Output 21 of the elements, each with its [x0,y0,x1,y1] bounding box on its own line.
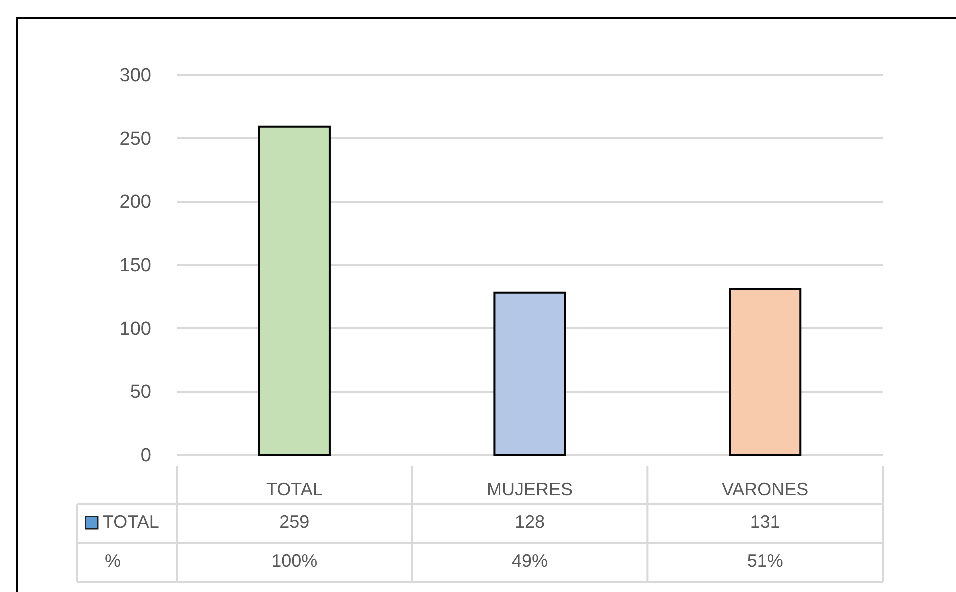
bar [494,292,566,456]
y-tick-label: 250 [120,128,152,150]
y-tick-label: 200 [120,192,152,214]
bar [258,126,331,456]
text: TOTAL [103,512,160,532]
data-label: 131 [750,512,780,532]
text: 51% [747,551,784,571]
y-tick-label: 100 [120,318,152,340]
x-tick-label: MUJERES [486,480,574,500]
data-label: 259 [280,512,310,532]
text: 49% [512,551,548,571]
y-tick-label: 50 [130,382,152,404]
x-tick-label: TOTAL [266,480,323,500]
y-tick-label: 150 [120,256,152,276]
data-label: 128 [514,512,546,532]
x-tick-label: VARONES [722,480,809,500]
y-tick-label: 300 [120,66,152,86]
text: 100% [272,551,318,571]
y-tick-label: 0 [140,446,152,466]
text: % [104,551,122,571]
bar [729,288,802,456]
